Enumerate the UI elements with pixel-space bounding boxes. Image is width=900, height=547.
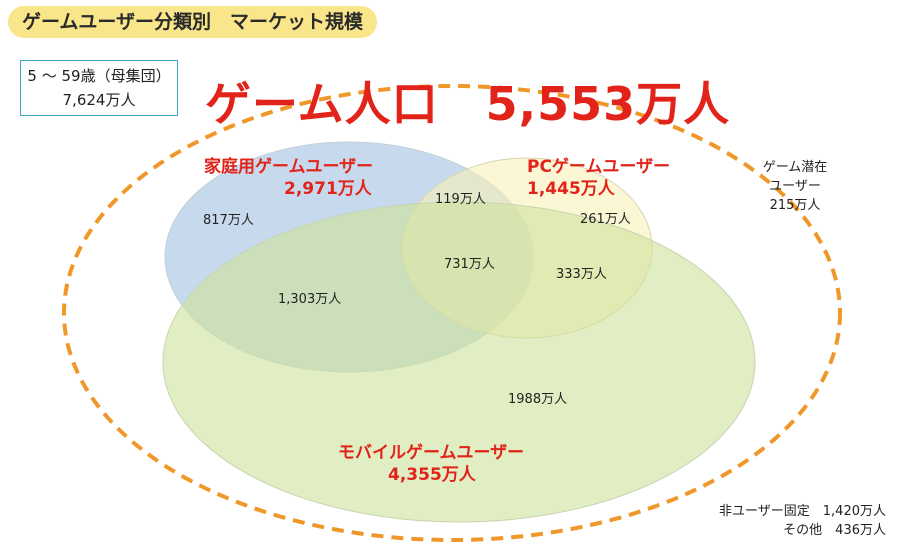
potential-users-value: 215万人: [769, 198, 821, 213]
pc-set-label: PCゲームユーザー: [527, 157, 671, 177]
non-user-notes: 非ユーザー固定 1,420万人 その他 436万人: [650, 502, 886, 540]
potential-users-line2: ユーザー: [769, 179, 821, 194]
non-user-fixed: 非ユーザー固定 1,420万人: [719, 504, 886, 519]
region-all-three: 731万人: [444, 257, 495, 272]
pc-set-value: 1,445万人: [527, 179, 615, 199]
mobile-user-set: [162, 201, 756, 523]
region-pc-only: 261万人: [580, 212, 631, 227]
home-set-label: 家庭用ゲームユーザー: [204, 157, 374, 177]
mobile-set-value: 4,355万人: [388, 465, 476, 485]
game-population-headline: ゲーム人口 5,553万人: [205, 77, 731, 131]
page-title: ゲームユーザー分類別 マーケット規模: [8, 6, 378, 38]
region-home-only: 817万人: [203, 213, 254, 228]
region-mobile-only: 1988万人: [508, 392, 568, 407]
mobile-set-label: モバイルゲームユーザー: [338, 443, 525, 463]
population-box: 5 〜 59歳（母集団） 7,624万人: [20, 60, 178, 116]
potential-users-line1: ゲーム潜在: [762, 160, 828, 175]
game-population-outline: [62, 84, 842, 542]
population-label: 5 〜 59歳（母集団）: [27, 67, 171, 85]
other-count: その他 436万人: [783, 523, 886, 538]
population-value: 7,624万人: [62, 91, 136, 109]
region-pc-mobile: 333万人: [556, 267, 607, 282]
home-set-value: 2,971万人: [284, 179, 372, 199]
region-home-mobile: 1,303万人: [278, 292, 342, 307]
region-home-pc: 119万人: [435, 192, 486, 207]
potential-users-label: ゲーム潜在 ユーザー 215万人: [752, 158, 838, 215]
